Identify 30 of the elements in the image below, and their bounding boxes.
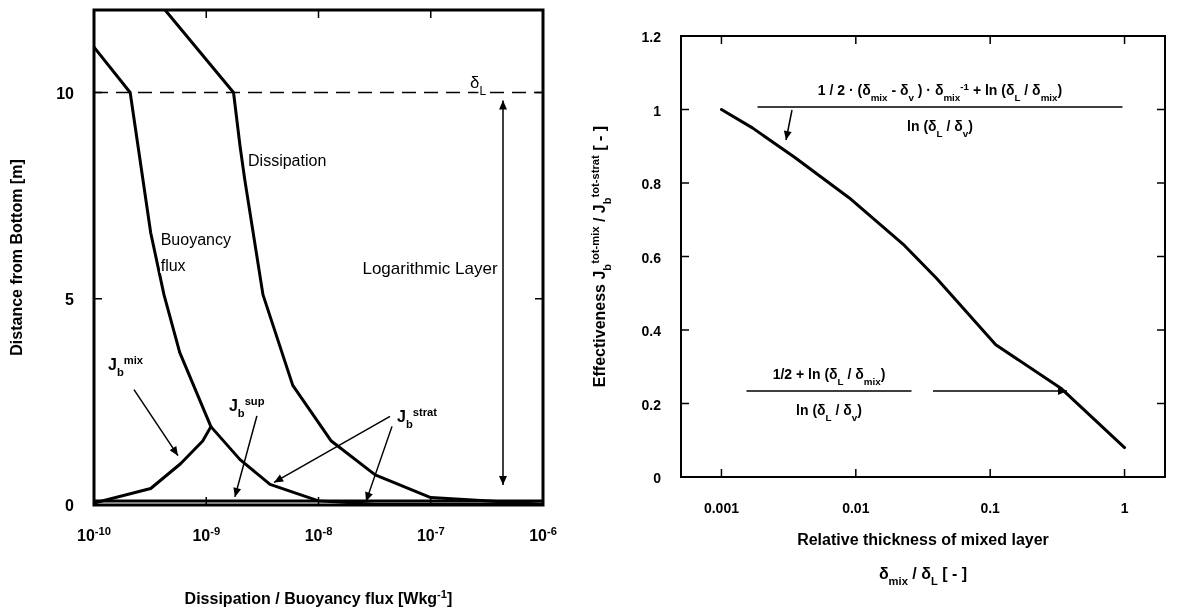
y-axis-title: Distance from Bottom [m] <box>8 159 25 356</box>
y-tick-label: 5 <box>65 290 75 308</box>
y-tick-label: 0.2 <box>641 396 662 413</box>
x-tick-label: 10$^{-10}$ <box>77 525 111 544</box>
y-tick-label: 1 <box>653 102 662 119</box>
y-tick-label: 0.8 <box>641 176 662 192</box>
x-tick-label: 10$^{-6}$ <box>529 525 557 544</box>
annotation: ln (δ$_{L}$ / δ$_{v}$) <box>796 402 862 423</box>
y-tick-label: 0.4 <box>641 323 662 339</box>
annotation: ln (δ$_{L}$ / δ$_{v}$) <box>907 118 973 139</box>
ref-line-label: δ$_{L}$ <box>469 72 487 98</box>
x-tick-label: 10$^{-8}$ <box>304 525 333 544</box>
y-tick-label: 0 <box>65 497 75 514</box>
y-tick-label: 1.2 <box>641 29 662 45</box>
x-tick-label: 0.001 <box>703 500 740 516</box>
annotation: 1/2 + ln (δ$_{L}$ / δ$_{mix}$) <box>772 366 886 387</box>
x-tick-label: 1 <box>1120 500 1129 516</box>
x-tick-label: 10$^{-9}$ <box>192 525 221 544</box>
x-axis-title: Relative thickness of mixed layer δ$_{mix}$ / δ$_{L}$ [ - ] <box>797 531 1049 587</box>
series-label: Dissipation <box>248 152 327 170</box>
x-tick-label: 0.1 <box>980 500 1001 516</box>
annotation: Logarithmic Layer <box>362 258 498 278</box>
y-tick-label: 0 <box>653 470 662 486</box>
x-tick-label: 10$^{-7}$ <box>416 525 445 544</box>
x-tick-label: 0.01 <box>842 500 870 516</box>
series-label: Buoyancy flux <box>160 230 231 274</box>
text: 1 / 2 · (δ$_{mix}$ - δ$_{v}$ ) · δ$_{mix}$$^{-1}$ + ln (δ$_{L}$ / δ$_{mix}$) <box>817 80 1063 103</box>
y-tick-label: 0.6 <box>641 249 662 266</box>
y-tick-label: 10 <box>56 84 75 102</box>
x-axis-title: Dissipation / Buoyancy flux [Wkg$^{-1}$] <box>184 588 453 607</box>
